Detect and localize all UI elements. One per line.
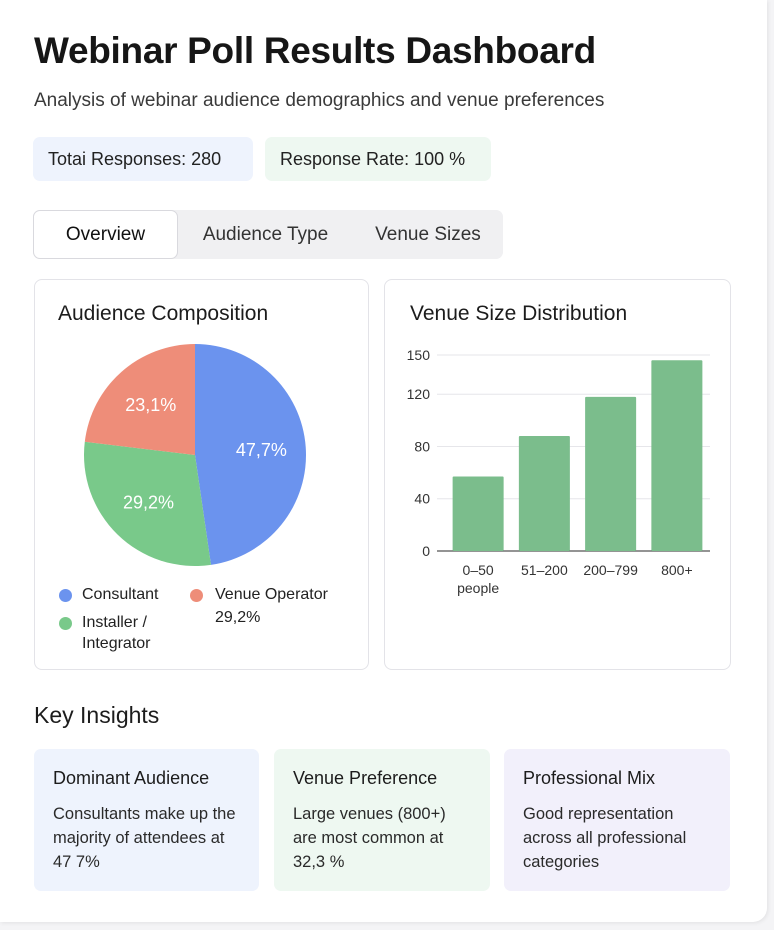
response-rate-badge: Response Rate: 100 % xyxy=(265,137,491,181)
pie-slice-label: 23,1% xyxy=(125,395,176,415)
bar-2 xyxy=(585,396,637,551)
venue-size-panel: Venue Size Distribution 0 40 80 120 150 0–50 p… xyxy=(384,279,731,670)
y-tick-label: 0 xyxy=(422,543,430,559)
insight-body: Consultants make up the majority of atte… xyxy=(53,805,236,871)
response-rate-text: Response Rate: 100 % xyxy=(280,148,466,169)
legend-label-venue-operator: Venue Operator xyxy=(215,586,328,603)
insights-title: Key Insights xyxy=(34,702,160,728)
pie-chart-title: Audience Composition xyxy=(58,302,269,325)
legend-label-consultant: Consultant xyxy=(82,586,159,603)
pie-slice-installer-integrator xyxy=(84,441,211,566)
tab-bar: Overview Audience Type Venue Sizes xyxy=(33,210,503,259)
tab-venue-sizes[interactable]: Venue Sizes xyxy=(375,223,481,245)
x-tick-label: 800+ xyxy=(661,562,693,578)
legend-dot-consultant xyxy=(59,589,72,602)
insight-card-venue-preference: Venue Preference Large venues (800+) are… xyxy=(274,749,490,891)
pie-slice-label: 47,7% xyxy=(236,440,287,460)
y-tick-label: 40 xyxy=(414,491,430,507)
page-title: Webinar Poll Results Dashboard xyxy=(34,30,596,71)
bar-3 xyxy=(651,360,703,551)
insight-card-dominant-audience: Dominant Audience Consultants make up th… xyxy=(34,749,259,891)
total-responses-text: Totai Responses: 280 xyxy=(48,148,222,169)
legend-dot-installer xyxy=(59,617,72,630)
bar-1 xyxy=(518,436,570,551)
insight-card-professional-mix: Professional Mix Good representation acr… xyxy=(504,749,730,891)
legend-extra-value: 29,2% xyxy=(215,609,261,626)
x-tick-label: 51–200 xyxy=(521,562,568,578)
pie-slice-label: 29,2% xyxy=(123,493,174,513)
insight-heading: Venue Preference xyxy=(293,768,438,788)
audience-composition-panel: Audience Composition 47,7% 29,2% 23,1% Con… xyxy=(34,279,369,670)
pie-chart: 47,7% 29,2% 23,1% xyxy=(84,344,307,566)
tab-audience-type[interactable]: Audience Type xyxy=(202,223,329,245)
tab-overview[interactable]: Overview xyxy=(33,210,178,259)
insight-heading: Professional Mix xyxy=(523,768,656,788)
y-tick-label: 120 xyxy=(407,386,431,402)
page-subtitle: Analysis of webinar audience demographic… xyxy=(34,90,605,111)
insight-body: Good representation across all professio… xyxy=(523,805,687,871)
x-tick-label: people xyxy=(457,580,499,596)
x-tick-label: 200–799 xyxy=(583,562,638,578)
insight-heading: Dominant Audience xyxy=(53,768,210,788)
legend-dot-venue-operator xyxy=(190,589,203,602)
bar-chart: 0 40 80 120 150 0–50 people 51–200 200–799 800+ xyxy=(407,347,710,596)
legend-label-installer: Installer / Integrator xyxy=(82,614,151,652)
bar-0 xyxy=(452,476,504,551)
x-tick-label: 0–50 xyxy=(463,562,494,578)
pie-slice-consultant xyxy=(195,344,307,565)
bar-chart-title: Venue Size Distribution xyxy=(410,302,628,325)
y-tick-label: 150 xyxy=(407,347,431,363)
pie-slice-venue-operator xyxy=(84,344,195,455)
total-responses-badge: Totai Responses: 280 xyxy=(33,137,253,181)
y-tick-label: 80 xyxy=(414,438,430,454)
insight-body: Large venues (800+) are most common at 3… xyxy=(293,805,446,871)
